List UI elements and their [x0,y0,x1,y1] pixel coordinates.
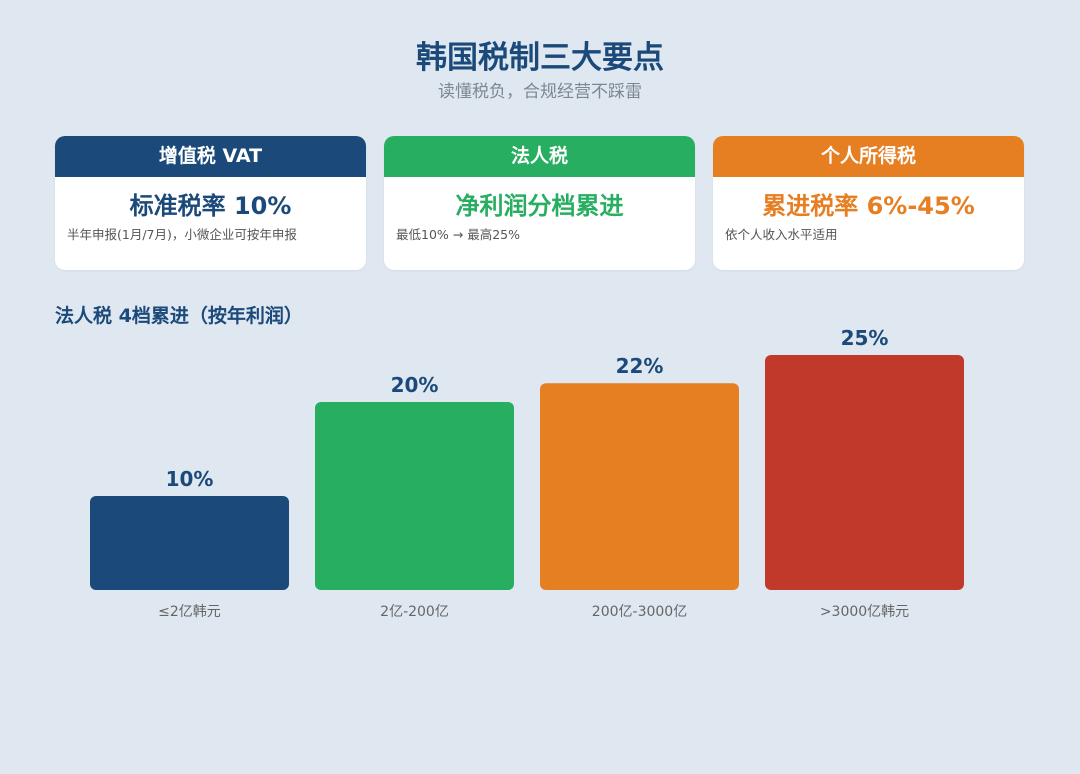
bar-1 [90,496,289,590]
page-subtitle: 读懂税负，合规经营不踩雷 [438,82,642,102]
card-income-tax-main: 累进税率 6%-45% [762,192,975,220]
bar-2 [315,402,514,590]
page-title: 韩国税制三大要点 [416,40,664,76]
category-label-1: ≤2亿韩元 [158,604,221,620]
bar-value-label-2: 20% [391,373,439,397]
tax-summary-cards: 增值税 VAT 标准税率 10% 半年申报(1月/7月)，小微企业可按年申报 法… [55,136,1025,270]
card-corporate-tax-header: 法人税 [384,136,695,177]
card-income-tax-note: 依个人收入水平适用 [725,227,838,242]
card-vat-header: 增值税 VAT [55,136,366,177]
card-corporate-tax-note: 最低10% → 最高25% [396,227,520,242]
card-income-tax-header: 个人所得税 [713,136,1024,177]
bar-value-label-3: 22% [616,354,664,378]
card-income-tax: 个人所得税 累进税率 6%-45% 依个人收入水平适用 [713,136,1024,270]
category-label-4: >3000亿韩元 [820,604,909,620]
card-vat: 增值税 VAT 标准税率 10% 半年申报(1月/7月)，小微企业可按年申报 [55,136,366,270]
bar-3 [540,383,739,590]
card-corporate-tax: 法人税 净利润分档累进 最低10% → 最高25% [384,136,695,270]
category-label-3: 200亿-3000亿 [592,604,687,620]
bar-4 [765,355,964,590]
page-header: 韩国税制三大要点 读懂税负，合规经营不踩雷 [0,38,1080,104]
corporate-tax-bar-chart: 10% ≤2亿韩元 20% 2亿-200亿 22% 200亿-3000亿 25% >3000亿… [90,326,964,620]
card-vat-note: 半年申报(1月/7月)，小微企业可按年申报 [67,227,297,242]
card-corporate-tax-main: 净利润分档累进 [455,192,624,220]
bar-value-label-4: 25% [841,326,889,350]
category-label-2: 2亿-200亿 [380,604,449,620]
chart-title: 法人税 4档累进（按年利润） [55,305,303,327]
card-vat-main: 标准税率 10% [129,192,292,220]
bar-value-label-1: 10% [166,467,214,491]
